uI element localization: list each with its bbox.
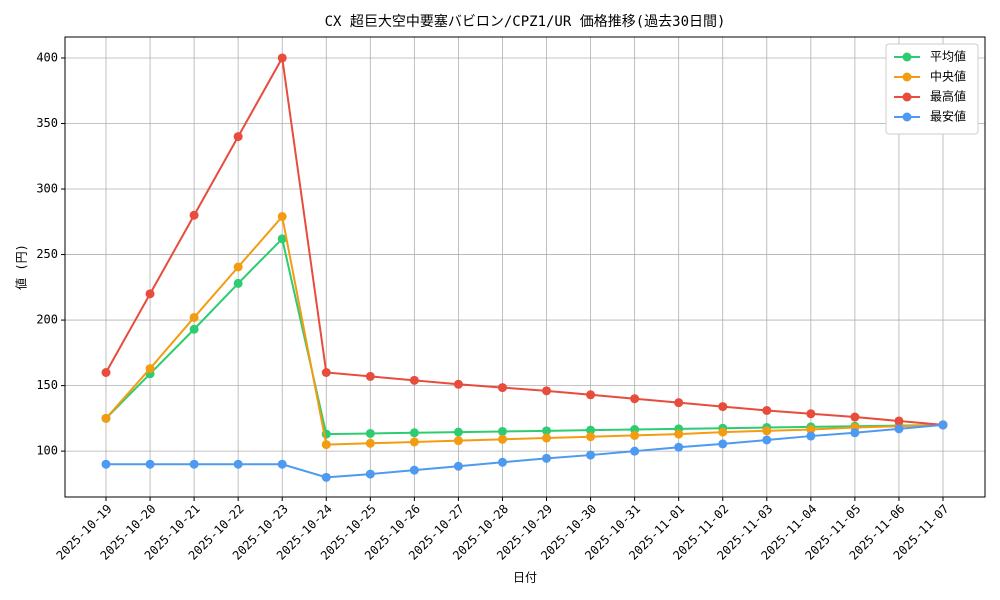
data-point	[145, 459, 155, 469]
legend-marker	[902, 112, 912, 122]
legend-box	[885, 43, 979, 135]
data-point	[453, 427, 463, 437]
data-point	[586, 390, 596, 400]
data-point	[806, 431, 816, 441]
data-point	[365, 438, 375, 448]
series-line	[105, 54, 944, 426]
data-point	[497, 426, 507, 436]
data-point	[806, 425, 816, 435]
data-point	[806, 409, 816, 419]
y-tick-label: 400	[36, 50, 58, 64]
data-point	[850, 412, 860, 422]
data-point	[101, 459, 111, 469]
data-point	[321, 367, 331, 377]
data-point	[938, 420, 948, 430]
data-point	[762, 426, 772, 436]
legend-label: 平均値	[930, 49, 966, 64]
data-point	[189, 459, 199, 469]
series-line	[105, 236, 944, 436]
data-point	[542, 453, 552, 463]
series-line	[106, 423, 944, 479]
y-tick-label: 300	[36, 182, 58, 196]
data-point	[233, 132, 243, 142]
data-point	[101, 367, 111, 377]
data-point	[497, 383, 507, 393]
data-point	[233, 459, 243, 469]
data-point	[277, 234, 287, 244]
data-point	[409, 437, 419, 447]
data-point	[674, 398, 684, 408]
data-point	[586, 425, 596, 435]
data-point	[409, 375, 419, 385]
data-point	[586, 450, 596, 460]
data-point	[321, 440, 331, 450]
data-point	[542, 433, 552, 443]
plot-frame	[64, 36, 986, 498]
data-point	[321, 472, 331, 482]
data-point	[277, 212, 287, 222]
y-tick-label: 200	[36, 313, 58, 327]
data-point	[497, 457, 507, 467]
data-point	[718, 427, 728, 437]
data-point	[409, 465, 419, 475]
data-point	[674, 442, 684, 452]
data-point	[630, 394, 640, 404]
legend-marker	[902, 72, 912, 82]
legend-label: 中央値	[930, 69, 966, 84]
data-point	[850, 428, 860, 438]
data-point	[718, 439, 728, 449]
data-point	[453, 436, 463, 446]
data-point	[365, 428, 375, 438]
data-point	[718, 402, 728, 412]
legend-marker	[902, 52, 912, 62]
data-point	[762, 406, 772, 416]
data-point	[145, 289, 155, 299]
data-point	[409, 428, 419, 438]
data-point	[894, 416, 904, 426]
data-point	[630, 430, 640, 440]
y-axis-label: 値 (円)	[14, 244, 29, 290]
legend-marker	[902, 92, 912, 102]
data-point	[145, 364, 155, 374]
data-point	[674, 429, 684, 439]
data-point	[542, 386, 552, 396]
data-point	[894, 424, 904, 434]
data-point	[453, 379, 463, 389]
legend-label: 最高値	[930, 89, 966, 104]
data-point	[762, 435, 772, 445]
data-point	[277, 459, 287, 469]
y-tick-label: 150	[36, 378, 58, 392]
y-tick-label: 100	[36, 444, 58, 458]
data-point	[189, 312, 199, 322]
data-point	[542, 426, 552, 436]
data-point	[277, 53, 287, 63]
y-tick-label: 250	[36, 247, 58, 261]
y-tick-label: 350	[36, 116, 58, 130]
data-point	[189, 210, 199, 220]
data-point	[630, 446, 640, 456]
data-point	[189, 324, 199, 334]
legend-label: 最安値	[930, 109, 966, 124]
data-point	[365, 469, 375, 479]
x-axis-label: 日付	[513, 571, 537, 585]
data-point	[233, 262, 243, 272]
data-point	[453, 461, 463, 471]
data-point	[233, 278, 243, 288]
chart-title: CX 超巨大空中要塞バビロン/CPZ1/UR 価格推移(過去30日間)	[325, 13, 726, 30]
data-point	[586, 432, 596, 442]
series-line	[105, 214, 944, 446]
data-point	[365, 371, 375, 381]
data-point	[101, 413, 111, 423]
data-point	[497, 434, 507, 444]
